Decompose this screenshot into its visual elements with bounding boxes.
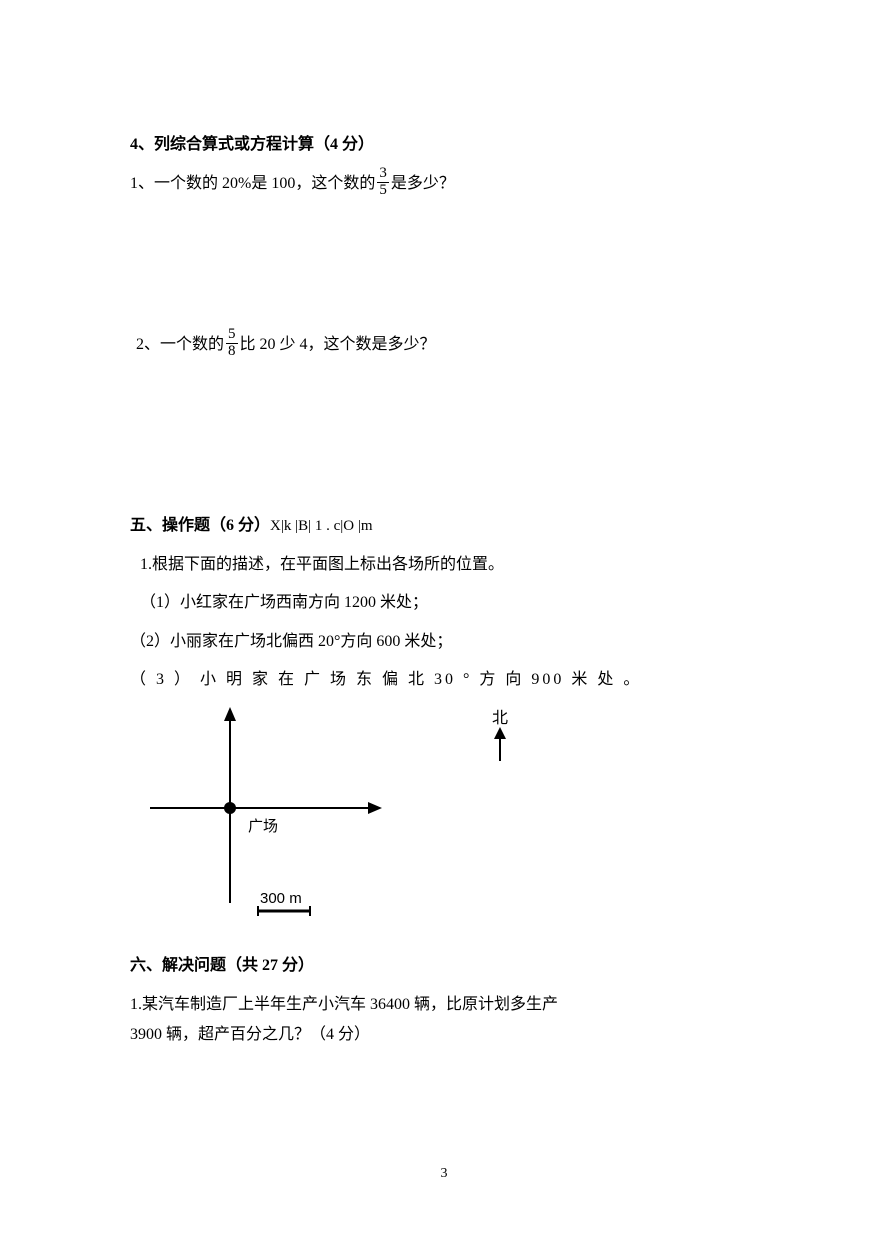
section-4: 4、列综合算式或方程计算（4 分） 1、一个数的 20%是 100，这个数的35… (130, 130, 758, 499)
section-4-q2: 2、一个数的58比 20 少 4，这个数是多少？ (130, 329, 758, 362)
section-4-q1: 1、一个数的 20%是 100，这个数的35是多少？ (130, 168, 758, 201)
section-5-title: 五、操作题（6 分）X|k |B| 1 . c|O |m (130, 511, 758, 541)
answer-space (130, 369, 758, 499)
section-6-title: 六、解决问题（共 27 分） (130, 951, 758, 981)
s4-q2-text-a: 2、一个数的 (136, 336, 224, 353)
north-label: 北 (492, 709, 508, 727)
s5-title-a: 五、操作题（6 分） (130, 517, 270, 534)
answer-space (130, 209, 758, 329)
page-number: 3 (0, 1161, 888, 1188)
frac-den: 5 (377, 183, 389, 199)
label-center: 广场 (248, 818, 278, 835)
frac-num: 5 (226, 327, 238, 344)
s6-q1-line2: 3900 辆，超产百分之几？（4 分） (130, 1020, 758, 1050)
frac-num: 3 (377, 166, 389, 183)
s4-q1-text-a: 1、一个数的 20%是 100，这个数的 (130, 175, 375, 192)
s4-q1-text-b: 是多少？ (391, 175, 455, 192)
s5-item-3: （ 3 ） 小 明 家 在 广 场 东 偏 北 30 ° 方 向 900 米 处… (130, 665, 758, 695)
s5-item-2: （2）小丽家在广场北偏西 20°方向 600 米处； (130, 627, 758, 657)
s5-intro: 1.根据下面的描述，在平面图上标出各场所的位置。 (130, 550, 758, 580)
fraction-5-8: 58 (226, 327, 238, 360)
section-5: 五、操作题（6 分）X|k |B| 1 . c|O |m 1.根据下面的描述，在… (130, 511, 758, 933)
axes-diagram: 广场 300 m (140, 703, 400, 933)
diagram-row: 广场 300 m 北 (140, 703, 758, 933)
s6-q1-line1: 1.某汽车制造厂上半年生产小汽车 36400 辆，比原计划多生产 (130, 990, 758, 1020)
fraction-3-5: 35 (377, 166, 389, 199)
s4-q2-text-b: 比 20 少 4，这个数是多少？ (240, 336, 436, 353)
frac-den: 8 (226, 344, 238, 360)
section-4-title: 4、列综合算式或方程计算（4 分） (130, 130, 758, 160)
s5-title-b: X|k |B| 1 . c|O |m (270, 518, 373, 534)
section-6: 六、解决问题（共 27 分） 1.某汽车制造厂上半年生产小汽车 36400 辆，… (130, 951, 758, 1050)
scale-label: 300 m (260, 890, 302, 907)
s5-item-1: （1）小红家在广场西南方向 1200 米处； (130, 588, 758, 618)
north-indicator: 北 (470, 705, 540, 775)
